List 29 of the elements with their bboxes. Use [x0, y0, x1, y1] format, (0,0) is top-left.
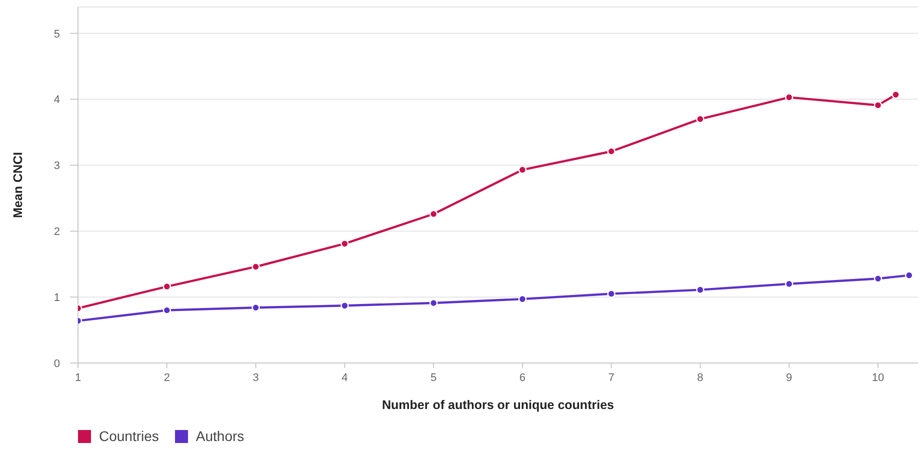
- y-tick-label: 1: [54, 292, 60, 304]
- x-tick-label: 9: [786, 372, 792, 384]
- x-tick-label: 7: [608, 372, 614, 384]
- y-tick-label: 5: [54, 28, 60, 40]
- y-tick-label: 0: [54, 358, 60, 370]
- legend-label: Countries: [99, 428, 159, 444]
- x-tick-label: 2: [164, 372, 170, 384]
- x-tick-label: 10: [872, 372, 884, 384]
- y-tick-label: 4: [54, 94, 60, 106]
- point: [607, 290, 616, 298]
- y-tick-label: 3: [54, 160, 60, 172]
- point: [892, 90, 900, 99]
- y-tick-label: 2: [54, 226, 60, 238]
- point: [874, 101, 882, 110]
- point: [252, 262, 260, 271]
- point: [696, 286, 704, 294]
- point: [340, 240, 349, 248]
- y-axis-title: Mean CNCI: [11, 152, 25, 218]
- x-tick-label: 6: [519, 372, 526, 384]
- x-tick-label: 8: [697, 372, 704, 384]
- x-tick-label: 3: [252, 372, 259, 384]
- x-tick-label: 1: [74, 372, 82, 384]
- point: [162, 306, 171, 314]
- x-axis-title: Number of authors or unique countries: [382, 398, 614, 412]
- x-tick-label: 4: [342, 372, 348, 384]
- legend-label: Authors: [196, 428, 244, 444]
- point: [518, 166, 527, 174]
- x-tick-label: 5: [430, 372, 437, 384]
- point: [785, 93, 794, 102]
